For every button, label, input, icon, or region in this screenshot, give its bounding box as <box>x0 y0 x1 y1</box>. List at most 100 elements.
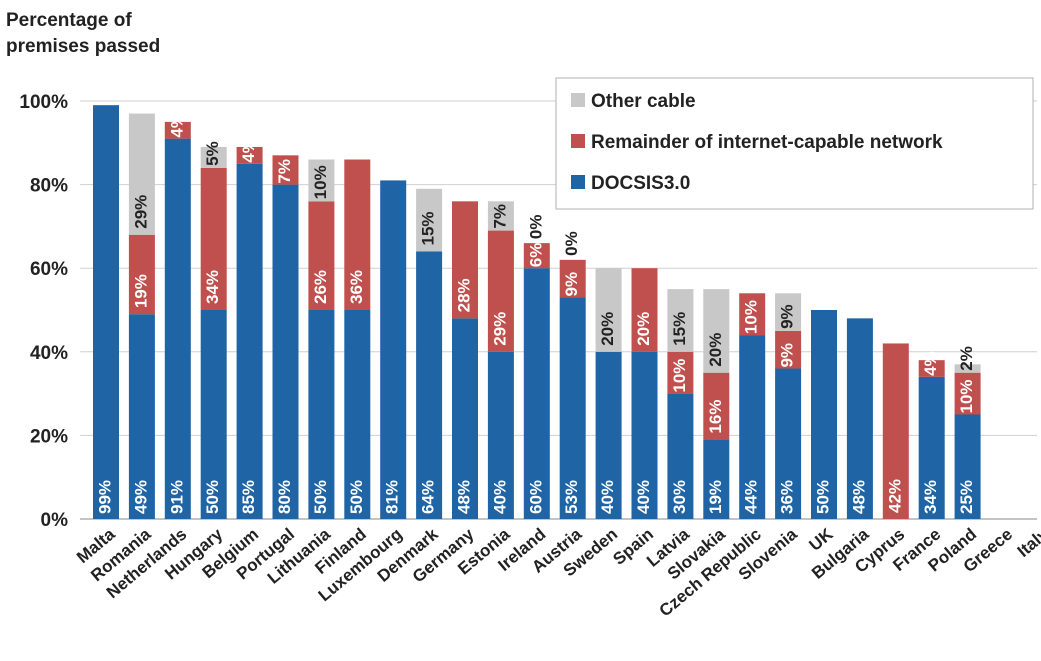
data-label: 6% <box>526 243 545 268</box>
data-label: 26% <box>311 270 330 304</box>
bar-segment <box>811 310 837 519</box>
bar-segment <box>200 146 227 168</box>
legend-swatch <box>571 175 585 189</box>
data-label: 81% <box>383 480 402 514</box>
bar-segment <box>918 376 945 519</box>
data-label: 64% <box>419 480 438 514</box>
data-label: 10% <box>670 359 689 393</box>
data-label: 9% <box>562 272 581 297</box>
data-label: 10% <box>742 300 761 334</box>
data-label: 48% <box>454 480 473 514</box>
bar-segment <box>703 439 730 519</box>
bar-segment <box>380 180 407 520</box>
data-label: 80% <box>275 480 294 514</box>
bar-segment <box>487 351 514 519</box>
y-tick-label: 0% <box>41 510 69 531</box>
bar-segment <box>93 105 119 520</box>
bar-segment <box>595 268 622 352</box>
bar-segment <box>128 314 155 519</box>
data-label: 48% <box>849 480 868 514</box>
bar-segment <box>954 414 981 519</box>
bar-segment <box>416 188 443 252</box>
bar-segment <box>775 293 802 331</box>
bar-segment <box>236 163 263 519</box>
data-label: 36% <box>347 270 366 304</box>
bar-segment <box>595 351 622 519</box>
bar-segment <box>954 372 981 415</box>
data-label: 50% <box>813 480 832 514</box>
bar-segment <box>703 289 730 373</box>
bar-segment <box>918 360 945 377</box>
data-label: 34% <box>921 480 940 514</box>
data-label: 4% <box>921 351 940 376</box>
bar-segment <box>846 318 873 519</box>
bar-segment <box>667 289 694 352</box>
legend-label: Remainder of internet-capable network <box>591 132 943 153</box>
data-label: 50% <box>347 480 366 514</box>
bar-segment <box>667 393 694 519</box>
data-label: 50% <box>311 480 330 514</box>
bar-segment <box>452 201 478 319</box>
data-label: 0% <box>562 231 581 256</box>
bar-segment <box>954 364 981 373</box>
data-label: 25% <box>957 480 976 514</box>
bar-segment <box>559 259 586 298</box>
bar-segment <box>128 234 155 315</box>
bar-segment <box>667 351 694 394</box>
bar-segment <box>487 201 514 231</box>
bar-segment <box>308 310 335 519</box>
data-label: 49% <box>131 480 150 514</box>
data-label: 20% <box>598 312 617 346</box>
data-label: 4% <box>167 113 186 138</box>
legend-label: Other cable <box>591 91 696 112</box>
data-label: 19% <box>706 480 725 514</box>
y-tick-label: 40% <box>30 343 68 364</box>
bar-segment <box>272 184 299 519</box>
data-label: 28% <box>454 278 473 312</box>
bar-segment <box>775 330 802 369</box>
data-label: 10% <box>957 379 976 413</box>
bar-segment <box>631 351 658 519</box>
bar-segment <box>200 310 227 519</box>
bar-segment <box>128 113 155 235</box>
data-label: 42% <box>885 479 904 513</box>
bar-segment <box>416 251 443 520</box>
data-label: 16% <box>706 400 725 434</box>
y-tick-label: 100% <box>19 92 68 113</box>
data-label: 34% <box>203 270 222 304</box>
y-axis-title: Percentage of premises passed <box>6 8 160 60</box>
data-label: 0% <box>526 215 545 240</box>
bar-segment <box>631 268 658 352</box>
bar-segment <box>452 318 478 519</box>
y-tick-label: 60% <box>30 259 68 280</box>
bar-segment <box>308 159 335 202</box>
bar-segment <box>236 146 263 164</box>
y-axis-title-line-1: Percentage of <box>6 10 132 31</box>
data-label: 9% <box>778 304 797 329</box>
data-label: 10% <box>311 165 330 199</box>
bar-segment <box>775 368 802 519</box>
data-label: 53% <box>562 480 581 514</box>
bar-segment <box>523 268 550 519</box>
data-label: 44% <box>742 480 761 514</box>
data-label: 40% <box>490 480 509 514</box>
bar-segment <box>200 167 227 310</box>
bar-segment <box>164 121 191 139</box>
data-label: 9% <box>778 343 797 368</box>
data-label: 15% <box>670 312 689 346</box>
data-label: 29% <box>131 195 150 229</box>
bar-segment <box>739 293 766 336</box>
bar-segment <box>523 243 550 269</box>
y-tick-label: 80% <box>30 176 68 197</box>
data-label: 40% <box>598 480 617 514</box>
legend-label: DOCSIS3.0 <box>591 173 690 194</box>
data-label: 2% <box>957 346 976 371</box>
x-axis-labels: MaltaRomaniaNetherlandsHungaryBelgiumPor… <box>73 524 1041 620</box>
data-label: 40% <box>634 480 653 514</box>
bar-segment <box>344 310 371 519</box>
legend-box <box>555 77 1034 210</box>
bar-segment <box>559 297 586 519</box>
legend-swatch <box>571 93 585 107</box>
data-label: 50% <box>203 480 222 514</box>
data-label: 60% <box>526 480 545 514</box>
